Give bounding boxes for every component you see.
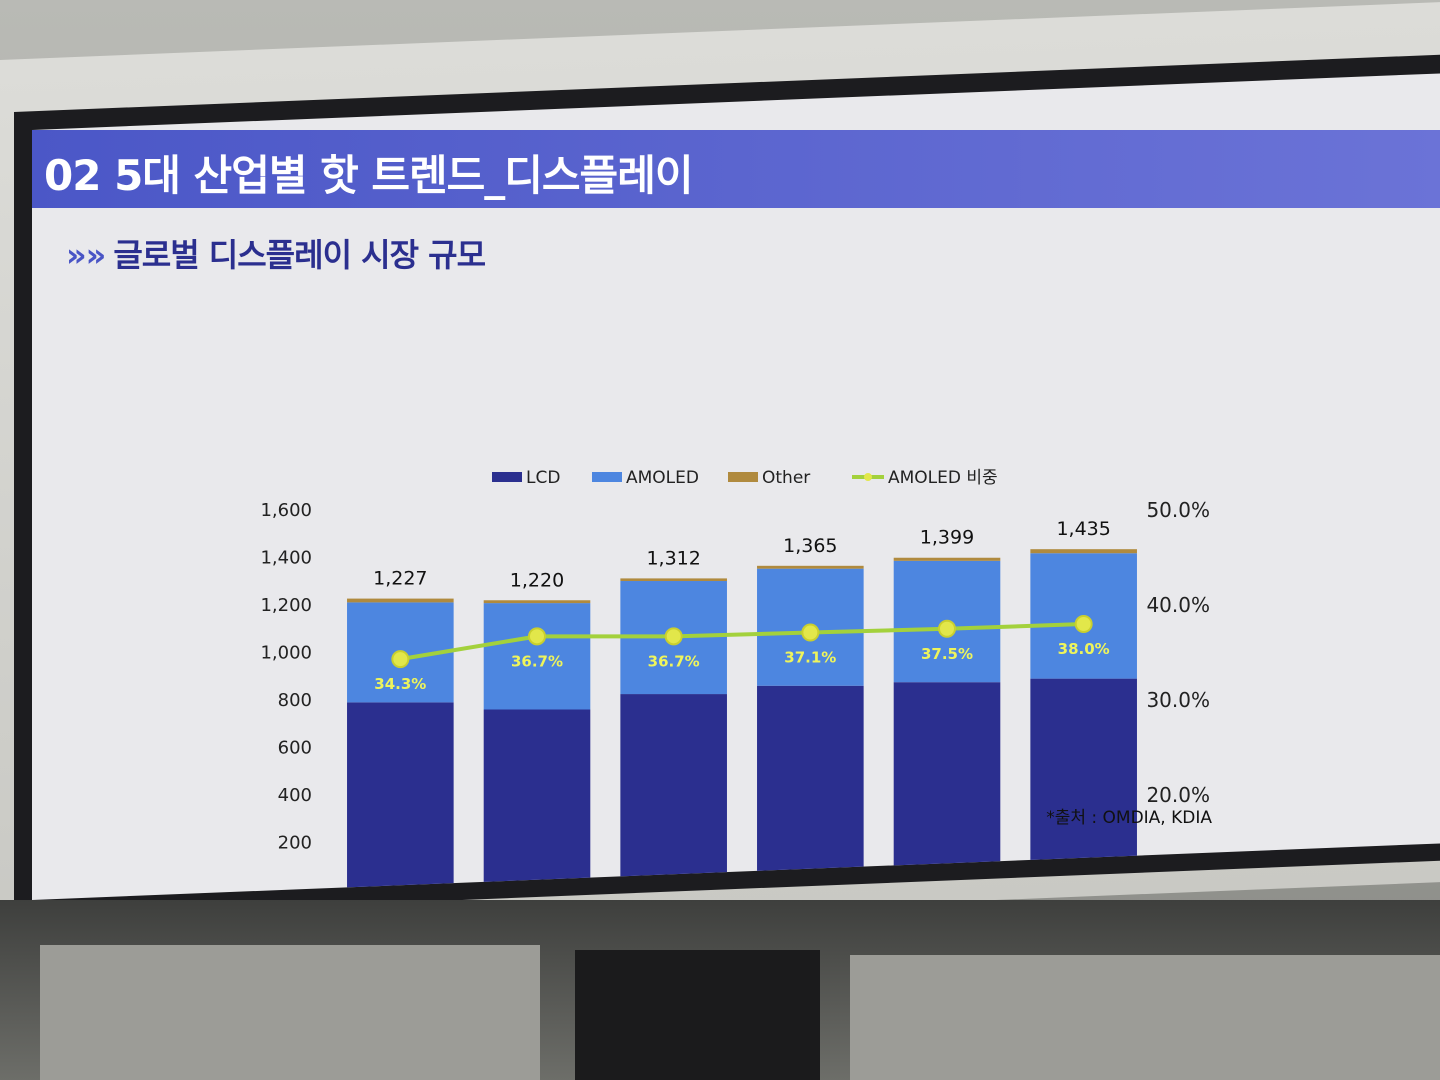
bar-segment-other bbox=[757, 565, 864, 569]
amoled-share-line: 34.3% 36.7% 36.7% 37.1% 37.5% 38.0% bbox=[374, 615, 1110, 693]
source-note: *출처 : OMDIA, KDIA bbox=[1046, 808, 1212, 828]
slide-title: 02 5대 산업별 핫 트렌드_디스플레이 bbox=[44, 151, 693, 200]
bar-segment-other bbox=[620, 578, 727, 582]
slide-header-bar: 02 5대 산업별 핫 트렌드_디스플레이 bbox=[32, 130, 1440, 208]
amoled-share-label: 37.1% bbox=[784, 649, 836, 667]
double-chevron-icon: »» bbox=[66, 236, 106, 274]
legend-swatch-marker bbox=[864, 473, 872, 481]
bar-segment-lcd bbox=[757, 685, 864, 890]
legend-label: LCD bbox=[526, 468, 560, 488]
amoled-share-point bbox=[801, 623, 820, 642]
wall-tile bbox=[850, 955, 1440, 1080]
bar-segment-other bbox=[483, 600, 591, 604]
amoled-share-label: 34.3% bbox=[374, 675, 426, 693]
legend-label: Other bbox=[762, 468, 810, 488]
amoled-share-label: 37.5% bbox=[921, 645, 973, 663]
left-tick-label: 800 bbox=[278, 690, 312, 711]
amoled-share-point bbox=[938, 619, 956, 638]
amoled-share-polyline bbox=[400, 622, 1084, 662]
wall-tile bbox=[40, 945, 540, 1080]
total-data-label: 1,220 bbox=[510, 569, 564, 591]
right-axis: 10.0%20.0%30.0%40.0%50.0% bbox=[1146, 498, 1210, 900]
legend-swatch-other bbox=[728, 472, 758, 482]
bar-segment-lcd bbox=[893, 682, 1001, 890]
right-tick-label: 20.0% bbox=[1146, 783, 1210, 807]
amoled-share-label: 36.7% bbox=[511, 652, 563, 670]
presentation-slide: 02 5대 산업별 핫 트렌드_디스플레이 »» 글로벌 디스플레이 시장 규모 … bbox=[32, 73, 1440, 901]
legend-label: AMOLED 비중 bbox=[888, 468, 998, 488]
bar-segment-amoled bbox=[483, 603, 591, 710]
legend-swatch-lcd bbox=[492, 472, 522, 482]
total-data-label: 1,312 bbox=[646, 547, 700, 569]
bar-segment-other bbox=[347, 598, 454, 603]
left-tick-label: 400 bbox=[278, 785, 312, 806]
bar-segment-lcd bbox=[1030, 678, 1137, 890]
amoled-share-point bbox=[664, 627, 683, 646]
left-tick-label: 1,000 bbox=[260, 643, 312, 664]
bar-segment-lcd bbox=[483, 709, 591, 890]
total-data-label: 1,435 bbox=[1056, 518, 1110, 540]
legend-label: AMOLED bbox=[626, 468, 699, 488]
chart-heading: »» 글로벌 디스플레이 시장 규모 bbox=[66, 230, 485, 276]
total-data-label: 1,365 bbox=[783, 535, 837, 557]
bars: 1,227 1,220 1,312 1,365 1,399 1,435 bbox=[347, 518, 1137, 890]
bar-segment-other bbox=[1030, 549, 1137, 554]
left-tick-label: 200 bbox=[278, 833, 312, 854]
amoled-share-label: 38.0% bbox=[1058, 640, 1110, 658]
bar-segment-lcd bbox=[620, 694, 727, 890]
bar-segment-other bbox=[893, 557, 1001, 561]
amoled-share-point bbox=[1074, 615, 1093, 633]
left-tick-label: 1,600 bbox=[260, 500, 312, 521]
amoled-share-point bbox=[391, 650, 410, 669]
right-tick-label: 40.0% bbox=[1146, 593, 1210, 617]
total-data-label: 1,399 bbox=[920, 527, 974, 549]
right-tick-label: 50.0% bbox=[1146, 498, 1210, 522]
bar-segment-lcd bbox=[347, 702, 454, 890]
legend-swatch-amoled bbox=[592, 472, 622, 482]
left-tick-label: 600 bbox=[278, 738, 312, 759]
chart-heading-text: 글로벌 디스플레이 시장 규모 bbox=[113, 236, 486, 274]
left-tick-label: 1,200 bbox=[260, 595, 312, 616]
left-tick-label: 1,400 bbox=[260, 548, 312, 569]
chart-legend: LCD AMOLED Other AMOLED 비중 bbox=[492, 468, 998, 488]
total-data-label: 1,227 bbox=[373, 568, 427, 590]
amoled-share-label: 36.7% bbox=[648, 652, 700, 670]
tv-stand bbox=[575, 950, 820, 1080]
right-tick-label: 30.0% bbox=[1146, 688, 1210, 712]
amoled-share-point bbox=[528, 627, 546, 646]
